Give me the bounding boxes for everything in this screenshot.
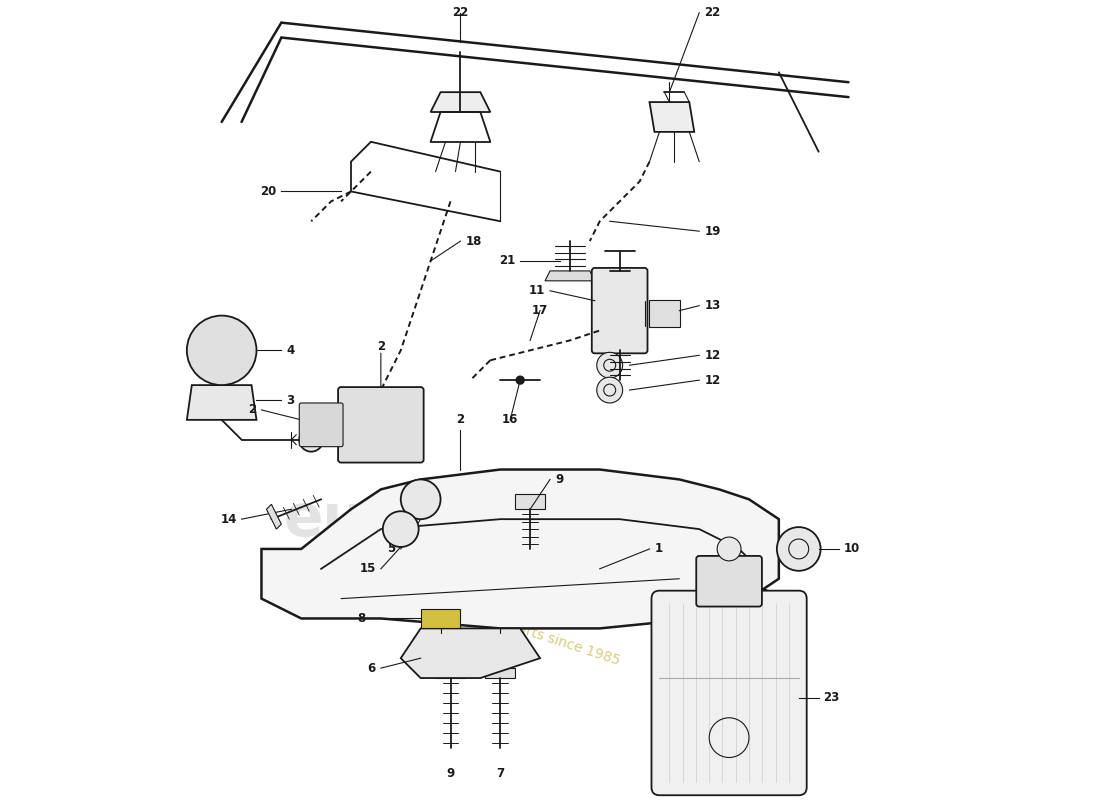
Text: 12: 12 (704, 374, 720, 386)
Circle shape (717, 537, 741, 561)
Circle shape (383, 511, 419, 547)
Circle shape (739, 589, 779, 629)
Circle shape (777, 527, 821, 571)
Text: 7: 7 (496, 767, 504, 781)
Polygon shape (420, 609, 461, 629)
Text: 15: 15 (360, 562, 376, 575)
Polygon shape (262, 470, 779, 629)
Text: 9: 9 (447, 767, 454, 781)
Text: 20: 20 (260, 185, 276, 198)
Polygon shape (430, 92, 491, 112)
Polygon shape (187, 385, 256, 420)
FancyBboxPatch shape (651, 590, 806, 795)
Text: 5: 5 (387, 542, 396, 555)
Text: 23: 23 (824, 691, 840, 705)
Text: 18: 18 (465, 234, 482, 248)
FancyBboxPatch shape (696, 556, 762, 606)
Text: 9: 9 (556, 473, 563, 486)
Text: 2: 2 (249, 403, 256, 417)
Text: 8: 8 (358, 612, 366, 625)
Text: 22: 22 (452, 6, 469, 19)
FancyBboxPatch shape (592, 268, 648, 354)
Text: 2: 2 (377, 341, 385, 354)
Polygon shape (400, 629, 540, 678)
FancyBboxPatch shape (299, 403, 343, 446)
Text: 11: 11 (529, 284, 544, 298)
Text: 10: 10 (844, 542, 860, 555)
Text: 17: 17 (532, 304, 548, 317)
Text: 19: 19 (704, 225, 720, 238)
Polygon shape (485, 668, 515, 678)
Text: 21: 21 (499, 254, 515, 267)
Text: 1: 1 (654, 542, 662, 555)
Text: 2: 2 (456, 414, 464, 426)
Circle shape (516, 376, 524, 384)
Text: 14: 14 (220, 513, 236, 526)
Polygon shape (266, 504, 282, 529)
Circle shape (299, 428, 323, 452)
Text: 6: 6 (367, 662, 376, 674)
Circle shape (187, 315, 256, 385)
Text: 12: 12 (704, 349, 720, 362)
Text: 13: 13 (704, 299, 720, 312)
Polygon shape (544, 271, 595, 281)
Text: 3: 3 (286, 394, 295, 406)
Text: 16: 16 (502, 414, 518, 426)
Polygon shape (515, 494, 544, 510)
FancyBboxPatch shape (649, 300, 680, 326)
Text: a passion for parts since 1985: a passion for parts since 1985 (418, 590, 623, 667)
Circle shape (597, 352, 623, 378)
FancyBboxPatch shape (338, 387, 424, 462)
Circle shape (597, 377, 623, 403)
Text: 22: 22 (704, 6, 720, 19)
Circle shape (400, 479, 441, 519)
Text: euroPares: euroPares (284, 490, 617, 548)
Text: 4: 4 (286, 344, 295, 357)
Polygon shape (649, 102, 694, 132)
Polygon shape (436, 668, 465, 678)
